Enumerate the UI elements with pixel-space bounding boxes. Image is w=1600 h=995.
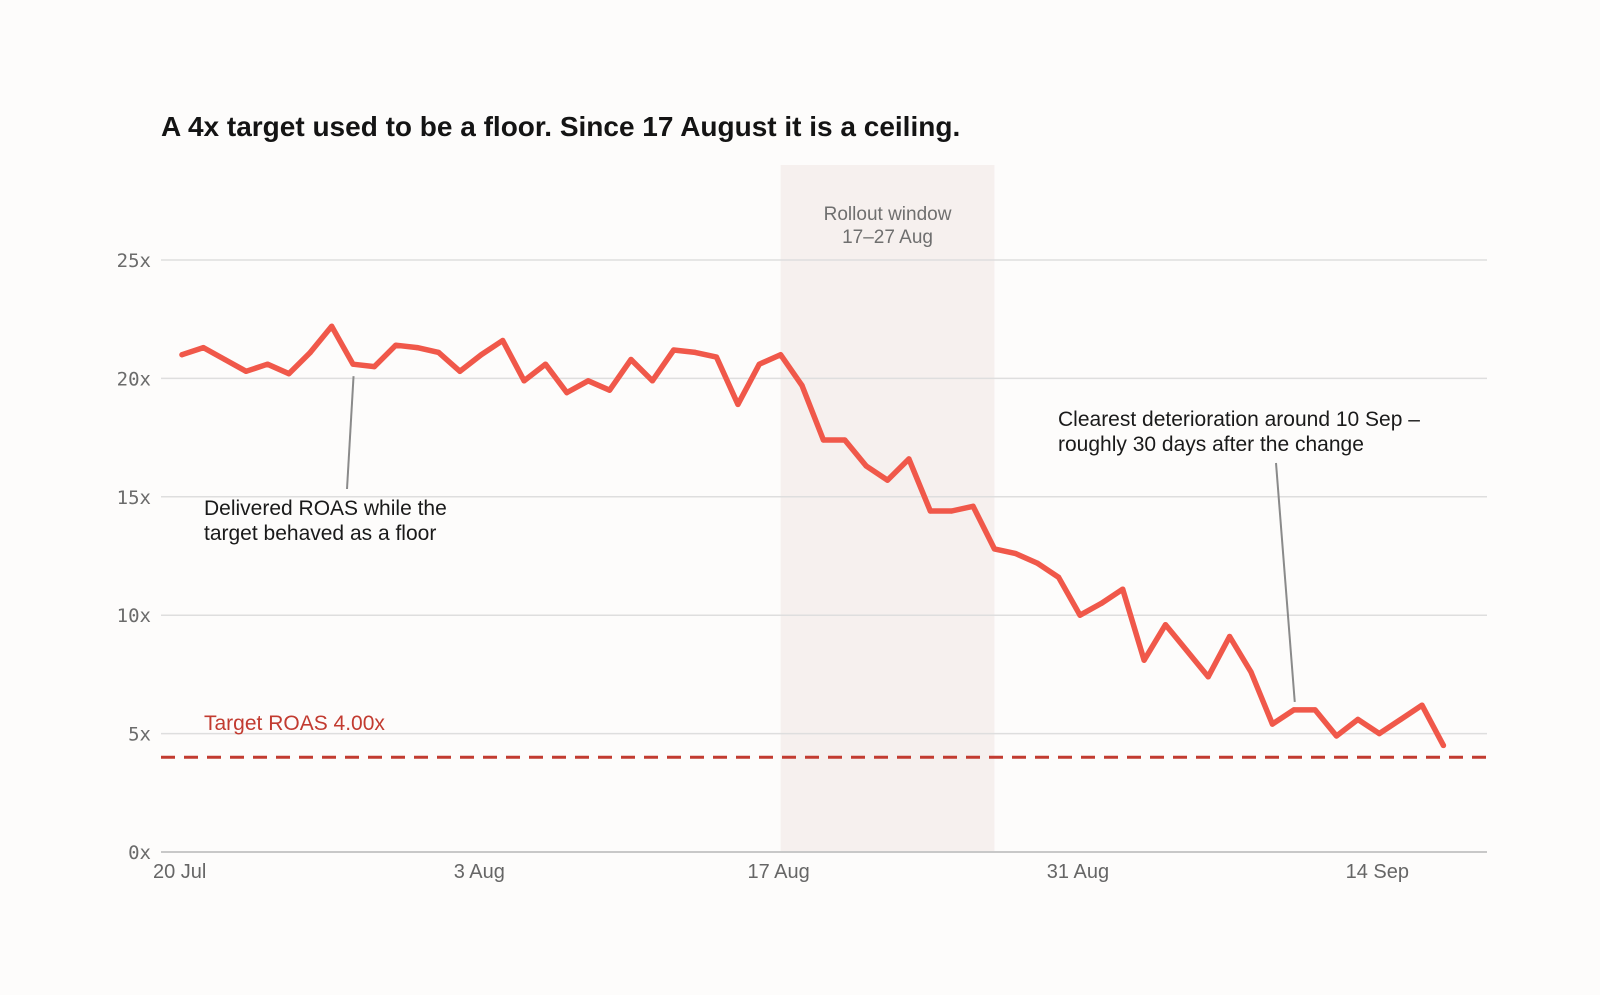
annotation-deterioration-line2: roughly 30 days after the change (1058, 433, 1364, 456)
data-point-day-43 (1098, 600, 1104, 607)
data-point-day-23 (671, 347, 677, 353)
data-point-day-3 (243, 368, 249, 374)
data-point-day-13 (457, 368, 463, 374)
y-tick-label: 0x (128, 842, 151, 864)
series-points (179, 323, 1446, 749)
data-point-day-29 (799, 382, 805, 389)
data-point-day-5 (286, 371, 292, 377)
data-point-day-33 (884, 477, 891, 483)
data-point-day-50 (1248, 669, 1254, 675)
data-point-day-45 (1141, 657, 1147, 663)
annotation-deterioration-line1: Clearest deterioration around 10 Sep – (1058, 408, 1420, 431)
rollout-window-label: Rollout window (824, 204, 952, 225)
data-point-day-35 (927, 508, 933, 514)
data-point-day-46 (1162, 622, 1169, 628)
data-point-day-51 (1269, 721, 1275, 727)
gridlines (161, 259, 1487, 853)
data-point-day-38 (991, 546, 998, 552)
data-point-day-8 (350, 361, 356, 367)
data-point-day-0 (179, 352, 185, 358)
data-point-day-49 (1227, 633, 1233, 640)
data-point-day-37 (970, 503, 976, 509)
data-point-day-24 (692, 349, 698, 355)
data-point-day-44 (1120, 586, 1126, 592)
data-point-day-55 (1355, 716, 1361, 723)
annotation-floor-line2: target behaved as a floor (204, 522, 436, 545)
data-point-day-1 (200, 345, 206, 351)
x-tick-label: 17 Aug (747, 861, 809, 883)
data-point-day-39 (1013, 551, 1019, 557)
data-point-day-56 (1376, 731, 1382, 737)
data-point-day-48 (1205, 674, 1211, 680)
data-point-day-2 (222, 356, 228, 363)
data-point-day-47 (1184, 648, 1190, 654)
data-point-day-36 (949, 508, 955, 514)
data-point-day-4 (264, 361, 271, 367)
data-point-day-12 (436, 349, 442, 355)
data-point-day-40 (1034, 560, 1040, 566)
data-point-day-25 (713, 354, 720, 360)
x-tick-label: 3 Aug (454, 861, 505, 883)
y-tick-label: 25x (117, 250, 151, 272)
data-point-day-34 (906, 456, 912, 462)
x-tick-label: 31 Aug (1047, 861, 1109, 883)
data-point-day-9 (371, 364, 377, 370)
data-point-day-15 (500, 337, 506, 344)
data-point-day-16 (521, 378, 527, 384)
data-point-day-19 (585, 378, 591, 384)
data-point-day-7 (329, 323, 335, 329)
rollout-window-dates: 17–27 Aug (842, 227, 933, 248)
data-point-day-26 (735, 401, 741, 407)
y-axis-tick-labels: 0x 5x 10x 15x 20x 25x (117, 250, 151, 864)
annotation-deterioration-leader (1275, 462, 1296, 702)
data-point-day-58 (1419, 702, 1425, 708)
data-point-day-17 (542, 361, 549, 367)
annotation-floor-leader (346, 376, 355, 490)
chart-title: A 4x target used to be a floor. Since 17… (161, 111, 960, 142)
data-point-day-28 (778, 352, 784, 358)
data-point-day-10 (393, 342, 399, 348)
data-point-day-32 (863, 463, 869, 469)
data-point-day-11 (414, 345, 420, 351)
y-tick-label: 15x (117, 487, 151, 509)
data-point-day-14 (478, 352, 484, 358)
y-tick-label: 5x (128, 724, 151, 746)
data-point-day-21 (628, 356, 634, 363)
data-point-day-20 (607, 387, 613, 393)
data-point-day-30 (820, 437, 827, 443)
data-point-day-53 (1312, 707, 1318, 713)
data-point-day-22 (649, 378, 656, 384)
x-axis-tick-labels: 20 Jul 3 Aug 17 Aug 31 Aug 14 Sep (153, 861, 1409, 883)
x-tick-label: 14 Sep (1346, 861, 1409, 883)
target-roas-label: Target ROAS 4.00x (204, 712, 385, 735)
data-point-day-41 (1056, 574, 1062, 580)
data-point-day-52 (1291, 707, 1297, 713)
series-line-delivered-roas (179, 323, 1447, 749)
data-point-day-6 (307, 349, 313, 355)
data-point-day-59 (1440, 742, 1446, 749)
data-point-day-31 (842, 437, 848, 443)
y-tick-label: 20x (117, 368, 151, 390)
x-tick-label: 20 Jul (153, 861, 206, 883)
data-point-day-18 (564, 390, 570, 396)
y-tick-label: 10x (117, 605, 151, 627)
annotation-floor-line1: Delivered ROAS while the (204, 497, 447, 520)
data-point-day-54 (1333, 733, 1340, 739)
data-point-day-27 (756, 361, 762, 367)
data-point-day-57 (1398, 716, 1404, 723)
data-point-day-42 (1077, 612, 1083, 618)
